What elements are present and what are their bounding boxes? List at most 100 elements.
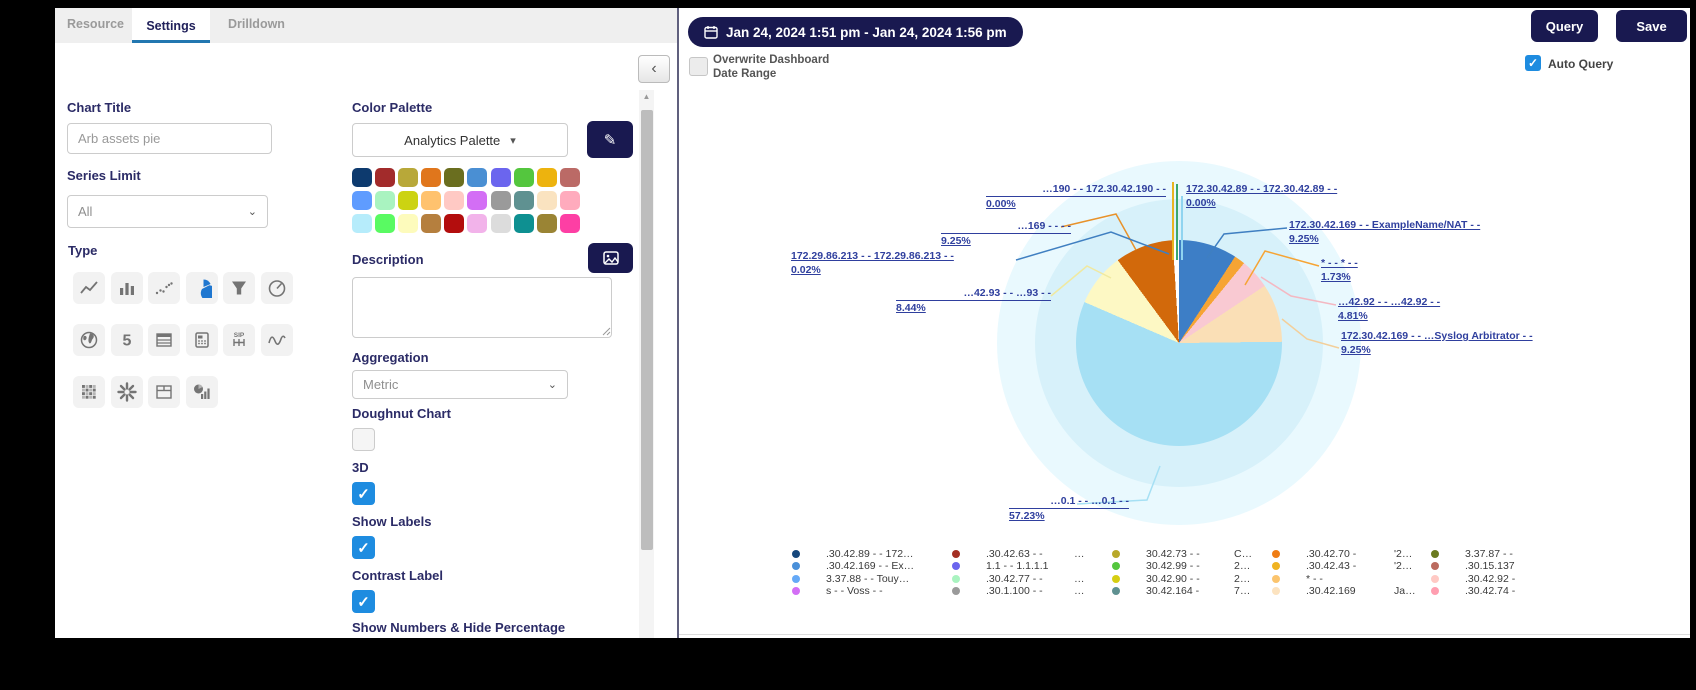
palette-swatch[interactable] [467, 168, 488, 187]
overwrite-daterange-checkbox[interactable] [689, 57, 708, 76]
legend-item[interactable]: .30.42.77 - -… [944, 573, 1102, 585]
type-line-chart-button[interactable] [73, 272, 105, 304]
palette-swatch[interactable] [352, 191, 372, 210]
save-button[interactable]: Save [1616, 10, 1687, 42]
pie-slice-label[interactable]: 172.30.42.89 - - 172.30.42.89 - - 0.00% [1186, 183, 1337, 210]
type-single-value-button[interactable]: 5 [110, 324, 143, 356]
tab-settings[interactable]: Settings [132, 8, 210, 43]
pie-slice-label[interactable]: …42.92 - - …42.92 - - 4.81% [1338, 296, 1440, 323]
palette-swatch[interactable] [513, 191, 534, 210]
legend-item[interactable]: 30.42.90 - - 2… [1104, 573, 1262, 585]
pie-slice-label[interactable]: …0.1 - - …0.1 - -57.23% [1009, 495, 1129, 523]
pie-slice-label[interactable]: …190 - - 172.30.42.190 - -0.00% [986, 183, 1166, 211]
legend-item[interactable]: 30.42.99 - - 2… [1104, 560, 1262, 572]
series-limit-select[interactable]: All ⌄ [67, 195, 268, 228]
insert-image-button[interactable] [588, 243, 633, 273]
description-textarea[interactable] [352, 277, 612, 338]
type-pie-button[interactable] [185, 272, 218, 304]
palette-swatch[interactable] [375, 168, 396, 187]
palette-swatch[interactable] [421, 168, 442, 187]
pie-slice-label[interactable]: 172.30.42.169 - - ExampleName/NAT - - 9.2… [1289, 219, 1480, 246]
pie-slice-label[interactable]: 172.29.86.213 - - 172.29.86.213 - - 0.02% [791, 250, 954, 277]
palette-swatch[interactable] [536, 214, 557, 233]
toggle-checkbox[interactable] [352, 428, 375, 451]
edit-palette-button[interactable]: ✎ [587, 121, 633, 158]
tab-resource[interactable]: Resource [67, 17, 124, 31]
palette-swatch[interactable] [375, 214, 396, 233]
collapse-panel-button[interactable]: ‹ [638, 55, 670, 83]
palette-swatch[interactable] [421, 214, 442, 233]
palette-swatch[interactable] [398, 191, 419, 210]
legend-item[interactable]: .30.42.169 - - Ex… [784, 560, 942, 572]
left-panel-scrollbar[interactable]: ▲ [639, 90, 654, 638]
type-table-button[interactable] [148, 324, 180, 356]
type-pbx-button[interactable] [185, 324, 218, 356]
legend-item[interactable]: 1.1 - - 1.1.1.1 [944, 560, 1102, 572]
type-bar-chart-button[interactable] [110, 272, 143, 304]
pie-slice-label[interactable]: …169 - - - -9.25% [941, 220, 1071, 248]
type-gauge-button[interactable] [260, 272, 293, 304]
palette-swatch[interactable] [513, 168, 534, 187]
pie-slice-label[interactable]: …42.93 - - …93 - -8.44% [896, 287, 1051, 315]
palette-swatch[interactable] [444, 191, 465, 210]
palette-swatch[interactable] [352, 168, 372, 187]
palette-swatch[interactable] [467, 214, 488, 233]
legend-item[interactable]: .30.42.169 Ja… [1264, 585, 1422, 597]
legend-item[interactable]: .30.1.100 - -… [944, 585, 1102, 597]
auto-query-checkbox[interactable]: ✓ [1525, 55, 1541, 71]
pie-slice-label[interactable]: * - - * - - 1.73% [1321, 257, 1358, 284]
palette-swatch[interactable] [513, 214, 534, 233]
toggle-checkbox[interactable]: ✓ [352, 590, 375, 613]
type-pie-bar-button[interactable] [185, 376, 218, 408]
type-trend-button[interactable] [260, 324, 293, 356]
legend-item[interactable]: 3.37.88 - - Touy… [784, 573, 942, 585]
palette-swatch[interactable] [352, 214, 372, 233]
palette-swatch[interactable] [467, 191, 488, 210]
chart-title-input[interactable] [67, 123, 272, 154]
legend-item[interactable]: 30.42.73 - - C… [1104, 548, 1262, 560]
palette-swatch[interactable] [444, 214, 465, 233]
pie-chart[interactable] [1076, 240, 1282, 446]
palette-swatch[interactable] [490, 214, 511, 233]
toggle-checkbox[interactable]: ✓ [352, 536, 375, 559]
scroll-up-arrow-icon[interactable]: ▲ [642, 92, 651, 101]
toggle-checkbox[interactable]: ✓ [352, 482, 375, 505]
legend-item[interactable]: 3.37.87 - - [1423, 548, 1581, 560]
type-funnel-button[interactable] [223, 272, 255, 304]
scrollbar-thumb[interactable] [640, 110, 653, 550]
query-button[interactable]: Query [1531, 10, 1598, 42]
legend-item[interactable]: .30.42.63 - -… [944, 548, 1102, 560]
type-scatter-button[interactable] [148, 272, 180, 304]
pie-slice-label[interactable]: 172.30.42.169 - - …Syslog Arbitrator - -… [1341, 330, 1533, 357]
type-heatmap-button[interactable] [73, 376, 105, 408]
legend-item[interactable]: s - - Voss - - [784, 585, 942, 597]
legend-item[interactable]: .30.42.89 - - 172… [784, 548, 942, 560]
legend-item[interactable]: 30.42.164 - 7… [1104, 585, 1262, 597]
palette-swatch[interactable] [375, 191, 396, 210]
legend-item[interactable]: .30.42.43 - '2… [1264, 560, 1422, 572]
legend-item[interactable]: .30.42.70 - '2… [1264, 548, 1422, 560]
aggregation-select[interactable]: Metric ⌄ [352, 370, 568, 399]
type-form-table-button[interactable] [148, 376, 180, 408]
palette-swatch[interactable] [490, 191, 511, 210]
type-map-button[interactable] [73, 324, 105, 356]
date-range-picker[interactable]: Jan 24, 2024 1:51 pm - Jan 24, 2024 1:56… [688, 17, 1023, 47]
legend-item[interactable]: .30.42.92 - [1423, 573, 1581, 585]
legend-item[interactable]: .30.15.137 [1423, 560, 1581, 572]
color-palette-select[interactable]: Analytics Palette ▾ [352, 123, 568, 157]
tab-drilldown[interactable]: Drilldown [228, 17, 285, 31]
palette-swatch[interactable] [559, 191, 580, 210]
type-sip-button[interactable]: SIP [223, 324, 255, 356]
palette-swatch[interactable] [559, 168, 580, 187]
palette-swatch[interactable] [559, 214, 580, 233]
palette-swatch[interactable] [398, 168, 419, 187]
type-radial-button[interactable] [110, 376, 143, 408]
palette-swatch[interactable] [536, 191, 557, 210]
palette-swatch[interactable] [536, 168, 557, 187]
palette-swatch[interactable] [398, 214, 419, 233]
palette-swatch[interactable] [444, 168, 465, 187]
palette-swatch[interactable] [490, 168, 511, 187]
legend-item[interactable]: .30.42.74 - [1423, 585, 1581, 597]
legend-item[interactable]: * - - [1264, 573, 1422, 585]
palette-swatch[interactable] [421, 191, 442, 210]
